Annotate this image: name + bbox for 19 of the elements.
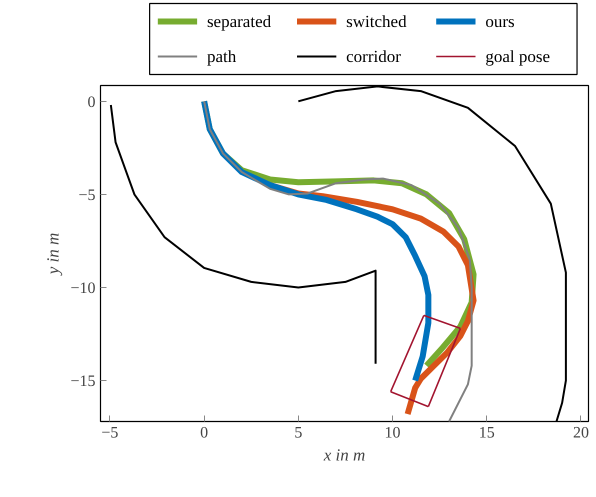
legend-label: switched xyxy=(346,12,408,31)
y-tick-label: −15 xyxy=(70,373,96,390)
x-tick-label: 5 xyxy=(294,424,302,442)
y-tick-label: −10 xyxy=(70,280,96,297)
legend-label: ours xyxy=(485,12,515,31)
y-tick-label: −5 xyxy=(78,186,96,204)
y-axis-title: y in m xyxy=(43,232,62,276)
x-axis-title: x in m xyxy=(322,446,366,464)
y-tick-label: 0 xyxy=(88,94,96,111)
line-series xyxy=(203,100,473,422)
legend-label: path xyxy=(206,47,237,66)
legend-label: corridor xyxy=(346,47,402,66)
x-tick-label: −5 xyxy=(101,424,118,442)
x-tick-label: 10 xyxy=(384,424,401,442)
legend-label: separated xyxy=(206,12,272,31)
x-tick-label: 20 xyxy=(572,424,589,442)
x-tick-label: 0 xyxy=(200,424,208,442)
legend-label: goal pose xyxy=(485,47,550,66)
x-tick-label: 15 xyxy=(478,424,495,442)
